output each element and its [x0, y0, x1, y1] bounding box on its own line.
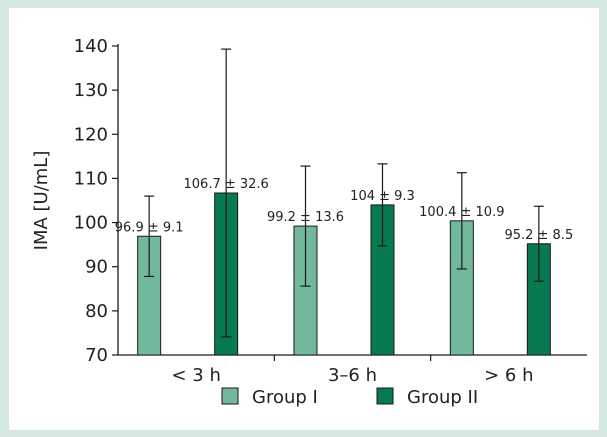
x-tick-label: 3–6 h [328, 365, 377, 386]
data-labels: 96.9 ± 9.1 99.2 ± 13.6 100.4 ± 10.9 106.7 ±… [115, 177, 573, 243]
chart-panel: 70 80 90 100 110 120 130 140 < 3 h 3–6 h > 6 h 96… [9, 8, 599, 430]
data-label: 104 ± 9.3 [350, 189, 415, 204]
legend-label: Group I [252, 387, 318, 408]
x-axis: < 3 h 3–6 h > 6 h [118, 354, 587, 386]
y-tick-label: 90 [85, 257, 108, 278]
legend: Group I Group II [221, 387, 478, 408]
legend-swatch [221, 387, 239, 405]
data-label: 106.7 ± 32.6 [184, 177, 269, 192]
data-label: 99.2 ± 13.6 [267, 210, 344, 225]
legend-swatch [376, 387, 394, 405]
y-axis: 70 80 90 100 110 120 130 140 [74, 36, 119, 366]
y-tick-label: 80 [85, 301, 108, 322]
data-label: 100.4 ± 10.9 [419, 205, 504, 220]
y-axis-title: IMA [U/mL] [31, 151, 52, 251]
y-tick-label: 100 [74, 213, 108, 234]
y-tick-label: 140 [74, 36, 108, 57]
x-tick-label: < 3 h [171, 365, 220, 386]
y-tick-label: 110 [74, 168, 108, 189]
data-label: 95.2 ± 8.5 [504, 228, 573, 243]
legend-label: Group II [407, 387, 478, 408]
bars [137, 48, 551, 356]
y-tick-label: 70 [85, 345, 108, 366]
y-tick-label: 130 [74, 80, 108, 101]
y-tick-label: 120 [74, 124, 108, 145]
x-tick-label: > 6 h [484, 365, 533, 386]
bar-chart: 70 80 90 100 110 120 130 140 < 3 h 3–6 h > 6 h 96… [31, 36, 587, 408]
data-label: 96.9 ± 9.1 [115, 220, 184, 235]
